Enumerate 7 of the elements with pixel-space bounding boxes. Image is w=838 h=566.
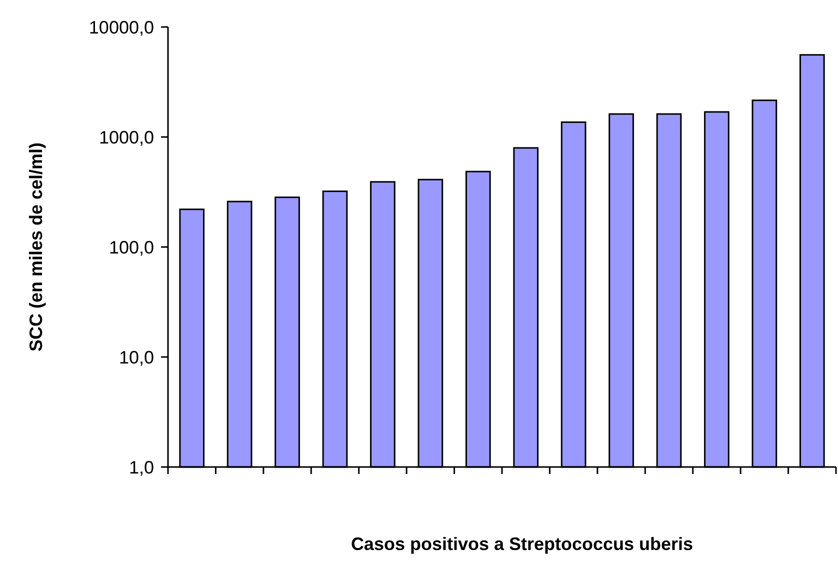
y-tick-label: 1,0 [128,457,154,478]
y-tick-label: 10,0 [118,347,154,368]
y-tick-label: 1000,0 [98,127,154,148]
y-tick-label: 100,0 [108,237,154,258]
x-axis-title: Casos positivos a Streptococcus uberis [350,534,694,554]
y-axis-title: SCC (en miles de cel/ml) [26,142,46,352]
y-tick-label: 10000,0 [88,17,154,38]
